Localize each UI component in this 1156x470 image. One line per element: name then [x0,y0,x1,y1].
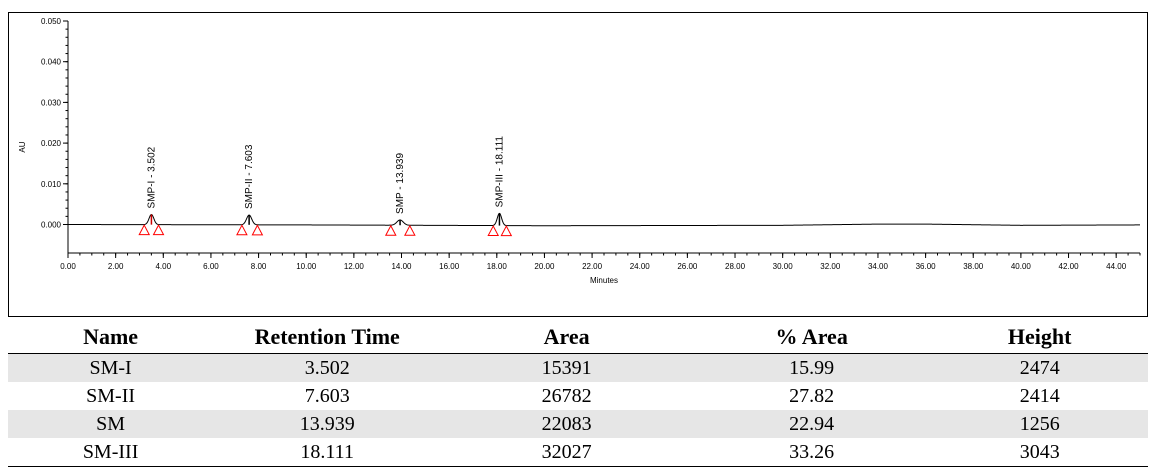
x-tick-label: 28.00 [725,262,746,271]
y-tick-label: 0.030 [41,98,62,107]
x-tick-label: 32.00 [820,262,841,271]
y-tick-label: 0.050 [41,17,62,26]
cell-height: 1256 [931,410,1148,438]
peak-label: SMP-I - 3.502 [146,146,157,208]
header-name: Name [8,320,214,354]
cell-area: 32027 [441,438,692,467]
cell-height: 2414 [931,382,1148,410]
cell-retention-time: 13.939 [213,410,442,438]
x-tick-label: 6.00 [203,262,219,271]
table-row: SM-II 7.603 26782 27.82 2414 [8,382,1148,410]
x-tick-label: 8.00 [251,262,267,271]
y-tick-label: 0.040 [41,58,62,67]
x-tick-label: 16.00 [439,262,460,271]
chromatogram-trace [68,212,1140,227]
cell-retention-time: 7.603 [213,382,442,410]
peak-start-marker [138,224,151,236]
cell-percent-area: 33.26 [691,438,932,467]
x-tick-label: 4.00 [155,262,171,271]
peak-end-marker [152,224,165,236]
y-tick-label: 0.000 [41,221,62,230]
header-percent-area: % Area [691,320,932,354]
table-row: SM 13.939 22083 22.94 1256 [8,410,1148,438]
cell-name: SM [8,410,214,438]
header-retention-time: Retention Time [213,320,442,354]
x-tick-label: 36.00 [916,262,937,271]
cell-name: SM-I [8,353,214,382]
cell-retention-time: 18.111 [213,438,442,467]
peak-label: SMP-III - 18.111 [494,136,505,208]
x-tick-label: 22.00 [582,262,603,271]
header-area: Area [441,320,692,354]
cell-area: 22083 [441,410,692,438]
table-row: SM-III 18.111 32027 33.26 3043 [8,438,1148,467]
cell-height: 3043 [931,438,1148,467]
x-tick-label: 10.00 [296,262,317,271]
peak-label: SMP - 13.939 [395,153,406,214]
cell-height: 2474 [931,353,1148,382]
y-tick-label: 0.020 [41,139,62,148]
x-tick-label: 42.00 [1059,262,1080,271]
x-tick-label: 20.00 [534,262,555,271]
cell-area: 15391 [441,353,692,382]
cell-name: SM-II [8,382,214,410]
cell-area: 26782 [441,382,692,410]
peak-end-marker [500,225,513,237]
x-tick-label: 34.00 [868,262,889,271]
x-tick-label: 24.00 [630,262,651,271]
peak-start-marker [487,224,500,237]
x-tick-label: 30.00 [773,262,794,271]
x-tick-label: 40.00 [1011,262,1032,271]
chromatogram-panel: 0.050 0.040 0.030 0.020 0.010 0.000 0.00 2.00 4.… [8,12,1148,317]
cell-name: SM-III [8,438,214,467]
x-axis-title: Minutes [590,276,618,285]
peak-start-marker [236,224,248,236]
peak-end-marker [251,224,264,236]
table-row: SM-I 3.502 15391 15.99 2474 [8,353,1148,382]
table-header-row: Name Retention Time Area % Area Height [8,320,1148,354]
x-tick-label: 38.00 [963,262,984,271]
x-tick-label: 14.00 [391,262,412,271]
chromatogram-chart: 0.050 0.040 0.030 0.020 0.010 0.000 0.00 2.00 4.… [18,17,1141,285]
x-tick-label: 44.00 [1106,262,1127,271]
peak-label: SMP-II - 7.603 [244,144,255,209]
peak-end-marker [404,224,416,236]
x-tick-label: 12.00 [344,262,365,271]
y-axis-title: AU [18,141,27,152]
x-tick-label: 26.00 [677,262,698,271]
peak-results-table: Name Retention Time Area % Area Height S… [8,320,1148,467]
peak-start-marker [384,224,397,236]
y-tick-label: 0.010 [41,180,62,189]
x-tick-label: 0.00 [60,262,76,271]
x-tick-label: 18.00 [487,262,508,271]
x-tick-label: 2.00 [108,262,124,271]
cell-percent-area: 15.99 [691,353,932,382]
header-height: Height [931,320,1148,354]
cell-percent-area: 22.94 [691,410,932,438]
cell-retention-time: 3.502 [213,353,442,382]
cell-percent-area: 27.82 [691,382,932,410]
